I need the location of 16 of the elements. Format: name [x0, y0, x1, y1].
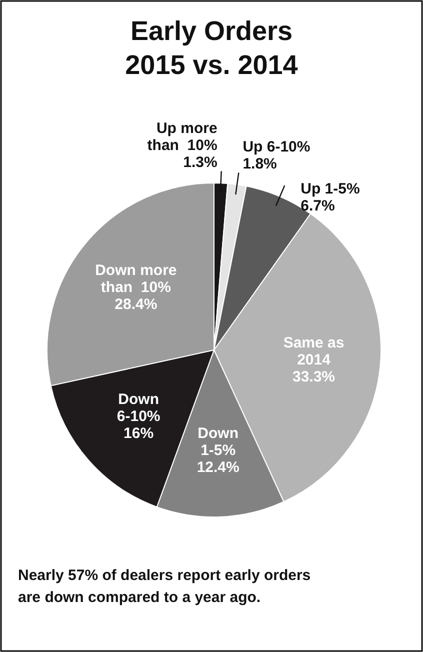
text: Nearly 57% of dealers report early orders are down compared to a year ago.	[18, 567, 311, 606]
slice-label: Down more than 10%	[95, 262, 177, 296]
data-label: 1.3%	[183, 154, 218, 172]
slice-label: Down 1-5%	[198, 425, 239, 460]
data-label: 1.8%	[242, 156, 277, 173]
slice-label: Down 6-10%	[116, 390, 160, 425]
slice-label: Up more than 10%	[147, 120, 218, 154]
data-label: 6.7%	[300, 198, 335, 215]
slice-label: Up 6-10%	[242, 138, 310, 156]
data-label: 16%	[124, 424, 154, 442]
data-label: 12.4%	[196, 459, 240, 476]
slice-label: Same as 2014	[283, 334, 344, 368]
data-label: 33.3%	[292, 368, 336, 386]
data-label: 28.4%	[114, 296, 158, 314]
slice-label: Up 1-5%	[300, 180, 360, 198]
chart-title: Early Orders 2015 vs. 2014	[125, 16, 298, 80]
